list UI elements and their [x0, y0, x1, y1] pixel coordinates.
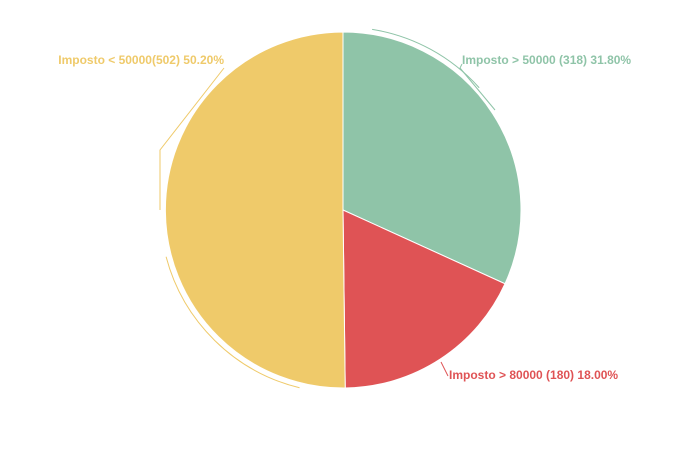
- label-leader-lines: [159, 28, 496, 389]
- slice-label-imposto-gt-80000: Imposto > 80000 (180) 18.00%: [449, 368, 618, 382]
- pie-slice-imposto-gt-80000[interactable]: [342, 209, 506, 389]
- pie-slice-imposto-lt-50000[interactable]: [164, 31, 346, 389]
- pie-slices: [164, 31, 522, 389]
- pie-slice-imposto-gt-50000[interactable]: [342, 31, 522, 285]
- slice-label-imposto-gt-50000: Imposto > 50000 (318) 31.80%: [462, 53, 631, 67]
- leader-line-1: [440, 361, 449, 377]
- leader-line-2: [159, 67, 225, 210]
- slice-label-imposto-lt-50000: Imposto < 50000(502) 50.20%: [58, 53, 224, 67]
- leader-line-0: [459, 63, 496, 111]
- leader-arc-0: [372, 28, 480, 89]
- leader-arc-2: [165, 256, 300, 389]
- slice-labels: Imposto > 50000 (318) 31.80% Imposto > 8…: [58, 53, 631, 382]
